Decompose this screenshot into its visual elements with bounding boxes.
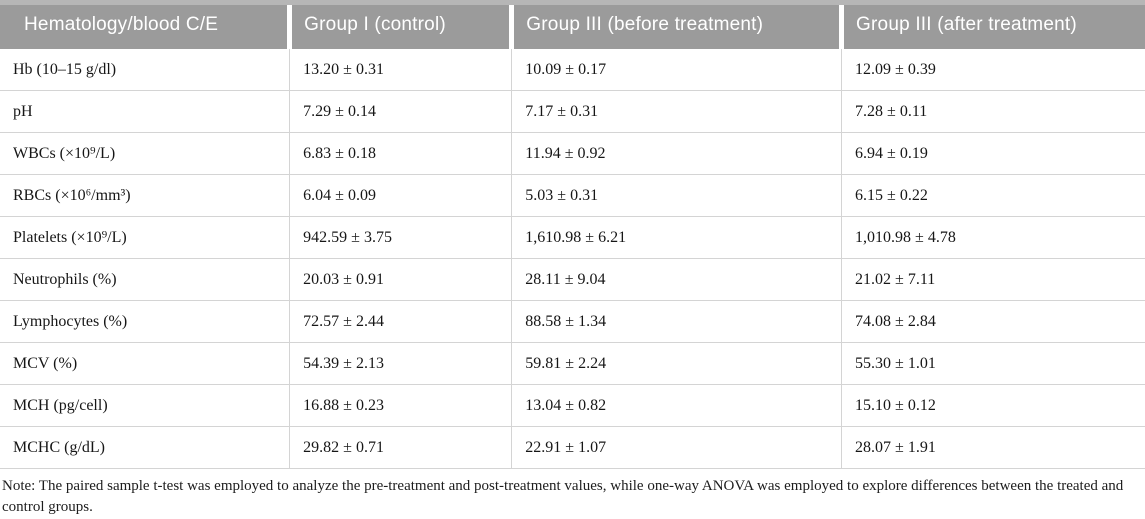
value-cell: 16.88 ± 0.23: [289, 384, 512, 427]
value-cell: 1,010.98 ± 4.78: [841, 216, 1145, 259]
value-cell: 7.17 ± 0.31: [511, 90, 842, 133]
value-cell: 13.04 ± 0.82: [511, 384, 842, 427]
value-cell: 12.09 ± 0.39: [841, 49, 1145, 91]
value-cell: 5.03 ± 0.31: [511, 174, 842, 217]
value-cell: 7.29 ± 0.14: [289, 90, 512, 133]
column-header: Group I (control): [287, 0, 512, 49]
value-cell: 29.82 ± 0.71: [289, 426, 512, 469]
table-row: Neutrophils (%) 20.03 ± 0.91 28.11 ± 9.04 2…: [0, 258, 1145, 301]
table-row: MCH (pg/cell) 16.88 ± 0.23 13.04 ± 0.82 15.…: [0, 384, 1145, 427]
table-row: RBCs (×10⁶/mm³) 6.04 ± 0.09 5.03 ± 0.31 6.1…: [0, 174, 1145, 217]
value-cell: 54.39 ± 2.13: [289, 342, 512, 385]
table-row: Lymphocytes (%) 72.57 ± 2.44 88.58 ± 1.34 7…: [0, 300, 1145, 343]
value-cell: 13.20 ± 0.31: [289, 49, 512, 91]
row-label: Lymphocytes (%): [0, 300, 290, 343]
table-row: Hb (10–15 g/dl) 13.20 ± 0.31 10.09 ± 0.17 1…: [0, 49, 1145, 91]
table-row: Platelets (×10⁹/L) 942.59 ± 3.75 1,610.98 …: [0, 216, 1145, 259]
header-row: Hematology/blood C/E Group I (control) Gro…: [0, 0, 1145, 49]
value-cell: 28.07 ± 1.91: [841, 426, 1145, 469]
row-label: WBCs (×10⁹/L): [0, 132, 290, 175]
value-cell: 7.28 ± 0.11: [841, 90, 1145, 133]
value-cell: 20.03 ± 0.91: [289, 258, 512, 301]
value-cell: 88.58 ± 1.34: [511, 300, 842, 343]
table-row: pH 7.29 ± 0.14 7.17 ± 0.31 7.28 ± 0.11: [0, 90, 1145, 133]
value-cell: 21.02 ± 7.11: [841, 258, 1145, 301]
value-cell: 59.81 ± 2.24: [511, 342, 842, 385]
value-cell: 72.57 ± 2.44: [289, 300, 512, 343]
value-cell: 55.30 ± 1.01: [841, 342, 1145, 385]
table-header: Hematology/blood C/E Group I (control) Gro…: [0, 0, 1145, 49]
value-cell: 10.09 ± 0.17: [511, 49, 842, 91]
table-row: MCHC (g/dL) 29.82 ± 0.71 22.91 ± 1.07 28.07…: [0, 426, 1145, 469]
column-header: Group III (before treatment): [509, 0, 842, 49]
column-header: Group III (after treatment): [839, 0, 1145, 49]
value-cell: 6.83 ± 0.18: [289, 132, 512, 175]
value-cell: 6.94 ± 0.19: [841, 132, 1145, 175]
row-label: MCV (%): [0, 342, 290, 385]
row-label: Hb (10–15 g/dl): [0, 49, 290, 91]
row-label: RBCs (×10⁶/mm³): [0, 174, 290, 217]
value-cell: 74.08 ± 2.84: [841, 300, 1145, 343]
value-cell: 1,610.98 ± 6.21: [511, 216, 842, 259]
value-cell: 11.94 ± 0.92: [511, 132, 842, 175]
value-cell: 6.04 ± 0.09: [289, 174, 512, 217]
table-row: MCV (%) 54.39 ± 2.13 59.81 ± 2.24 55.30 ± 1…: [0, 342, 1145, 385]
value-cell: 15.10 ± 0.12: [841, 384, 1145, 427]
value-cell: 6.15 ± 0.22: [841, 174, 1145, 217]
row-label: MCHC (g/dL): [0, 426, 290, 469]
value-cell: 28.11 ± 9.04: [511, 258, 842, 301]
column-header: Hematology/blood C/E: [0, 0, 290, 49]
row-label: MCH (pg/cell): [0, 384, 290, 427]
value-cell: 942.59 ± 3.75: [289, 216, 512, 259]
table-body: Hb (10–15 g/dl) 13.20 ± 0.31 10.09 ± 0.17 1…: [0, 49, 1145, 469]
row-label: Neutrophils (%): [0, 258, 290, 301]
table-footnote: Note: The paired sample t-test was emplo…: [2, 478, 1124, 516]
row-label: Platelets (×10⁹/L): [0, 216, 290, 259]
row-label: pH: [0, 90, 290, 133]
data-table: Hematology/blood C/E Group I (control) Gro…: [0, 0, 1145, 469]
value-cell: 22.91 ± 1.07: [511, 426, 842, 469]
table-row: WBCs (×10⁹/L) 6.83 ± 0.18 11.94 ± 0.92 6.94…: [0, 132, 1145, 175]
